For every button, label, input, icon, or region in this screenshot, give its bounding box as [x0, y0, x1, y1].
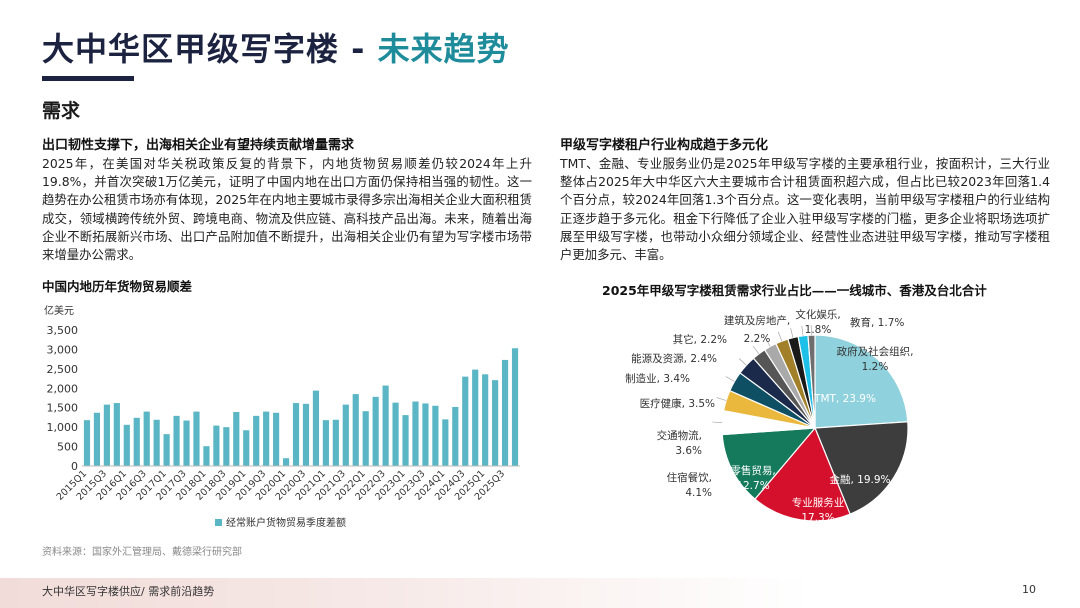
bar-2025Q3 [501, 359, 509, 466]
bar-2016Q4 [153, 419, 160, 466]
bar-2016Q1 [123, 424, 130, 466]
bar-2021Q2 [332, 419, 339, 466]
bar-2019Q2 [253, 415, 260, 466]
pie-label-7: 制造业, 3.4% [625, 372, 690, 385]
page-title: 大中华区甲级写字楼 - 未来趋势 [42, 24, 510, 70]
bar-2025Q1 [482, 374, 489, 466]
source-note: 资料来源：国家外汇管理局、戴德梁行研究部 [42, 547, 242, 558]
pie-leader-8 [752, 345, 760, 355]
bar-2017Q2 [173, 415, 180, 466]
left-paragraph: 2025年，在美国对华关税政策反复的背景下，内地货物贸易顺差仍较2024年上升1… [42, 156, 532, 263]
page-title-main: 大中华区甲级写字楼 - [42, 30, 378, 68]
bar-2017Q3 [183, 420, 190, 466]
bar-2023Q4 [432, 405, 439, 466]
bar-2018Q1 [203, 446, 210, 466]
bar-chart-title: 中国内地历年货物贸易顺差 [42, 279, 193, 294]
pie-label-8: 能源及资源, 2.4% [631, 352, 717, 365]
bar-2017Q1 [163, 434, 170, 466]
bar-2021Q4 [352, 394, 359, 466]
bar-y-unit: 亿美元 [44, 304, 74, 317]
left-subheading: 出口韧性支撑下，出海相关企业有望持续贡献增量需求 [42, 138, 355, 153]
pie-label-1: 金融, 19.9% [829, 473, 890, 486]
pie-chart-title: 2025年甲级写字楼租赁需求行业占比——一线城市、香港及台北合计 [602, 283, 987, 298]
bar-2024Q3 [462, 376, 469, 466]
pie-label-9: 其它, 2.2% [673, 333, 727, 346]
bar-y-tick: 1,000 [47, 421, 79, 434]
pie-leader-5 [716, 397, 727, 401]
bar-2022Q2 [372, 396, 379, 466]
bar-y-tick: 0 [71, 460, 78, 473]
pie-slice-2 [754, 426, 851, 522]
bar-2023Q2 [412, 401, 419, 466]
pie-leader-4 [712, 421, 723, 423]
bar-2016Q2 [133, 417, 140, 466]
bar-2019Q4 [273, 412, 280, 466]
bar-2020Q2 [292, 403, 300, 466]
pie-label-3: 零售贸易, 12.7% [730, 464, 775, 492]
bar-2016Q3 [143, 411, 150, 466]
title-underline [42, 76, 134, 81]
bar-2017Q4 [193, 411, 200, 466]
bar-chart: 亿美元05001,0001,5002,0002,5003,0003,500201… [44, 304, 520, 529]
bar-2019Q1 [243, 430, 250, 466]
bar-2018Q2 [213, 425, 220, 466]
pie-label-11: 文化娱乐, 1.8% [795, 308, 840, 336]
bar-2022Q4 [392, 402, 399, 466]
bar-y-tick: 2,000 [47, 382, 79, 395]
bar-y-tick: 3,500 [47, 324, 79, 337]
bar-2015Q2 [93, 412, 101, 466]
bar-y-tick: 500 [57, 441, 78, 454]
bar-y-tick: 1,500 [47, 402, 79, 415]
bar-2024Q2 [452, 406, 459, 466]
bar-y-tick: 3,000 [47, 343, 79, 356]
pie-label-2: 专业服务业 17.3% [792, 496, 845, 524]
pie-slice-1 [814, 421, 909, 515]
bar-2020Q4 [312, 390, 320, 466]
pie-label-13: 政府及社会组织, 1.2% [837, 345, 914, 373]
bar-2021Q1 [322, 420, 329, 466]
pie-leader-10 [777, 331, 783, 342]
bar-2019Q3 [263, 411, 270, 466]
pie-label-0: TMT, 23.9% [813, 393, 876, 405]
bar-2018Q3 [223, 427, 230, 466]
bar-2022Q3 [382, 385, 389, 466]
footer-text: 大中华区写字楼供应/ 需求前沿趋势 [42, 585, 215, 598]
bar-2015Q1 [83, 420, 91, 466]
bar-2015Q4 [113, 403, 120, 466]
pie-slice-3 [721, 427, 817, 500]
bar-legend-swatch [215, 519, 222, 526]
bar-2018Q4 [233, 411, 240, 466]
right-subheading: 甲级写字楼租户行业构成趋于多元化 [560, 138, 769, 153]
right-paragraph: TMT、金融、专业服务业仍是2025年甲级写字楼的主要承租行业，按面积计，三大行… [560, 156, 1050, 263]
pie-label-10: 建筑及房地产, 2.2% [724, 314, 790, 345]
pie-label-12: 教育, 1.7% [850, 316, 904, 329]
page-number: 10 [1022, 583, 1036, 596]
footer-band [0, 578, 1080, 608]
bar-2025Q2 [492, 380, 499, 466]
bar-2023Q3 [422, 403, 429, 466]
bar-2024Q4 [472, 369, 479, 466]
bar-2020Q1 [282, 458, 290, 466]
page-title-accent: 未来趋势 [377, 30, 510, 68]
pie-label-6: 医疗健康, 3.5% [640, 397, 715, 410]
bar-legend-label: 经常账户货物贸易季度差额 [226, 516, 346, 529]
bar-2022Q1 [362, 411, 369, 466]
bar-2015Q3 [103, 404, 110, 466]
pie-label-4: 住宿餐饮, 4.1% [667, 471, 712, 499]
pie-leader-7 [738, 358, 747, 366]
bar-2024Q1 [442, 419, 449, 466]
bar-2023Q1 [402, 415, 409, 466]
section-heading: 需求 [42, 100, 81, 122]
pie-leader-12 [801, 325, 804, 336]
bar-2020Q3 [302, 403, 310, 466]
pie-chart: TMT, 23.9% 金融, 19.9% 专业服务业 17.3% 零售贸易, 12.7% 住… [625, 308, 914, 524]
bar-2021Q3 [342, 404, 349, 466]
pie-leader-6 [725, 376, 735, 382]
pie-leader-9 [765, 337, 771, 347]
pie-slice-0 [814, 334, 909, 429]
bar-2025Q4 [511, 348, 519, 466]
bar-y-tick: 2,500 [47, 363, 79, 376]
pie-label-5: 交通物流, 3.6% [657, 429, 702, 457]
pie-leader-11 [790, 327, 794, 338]
